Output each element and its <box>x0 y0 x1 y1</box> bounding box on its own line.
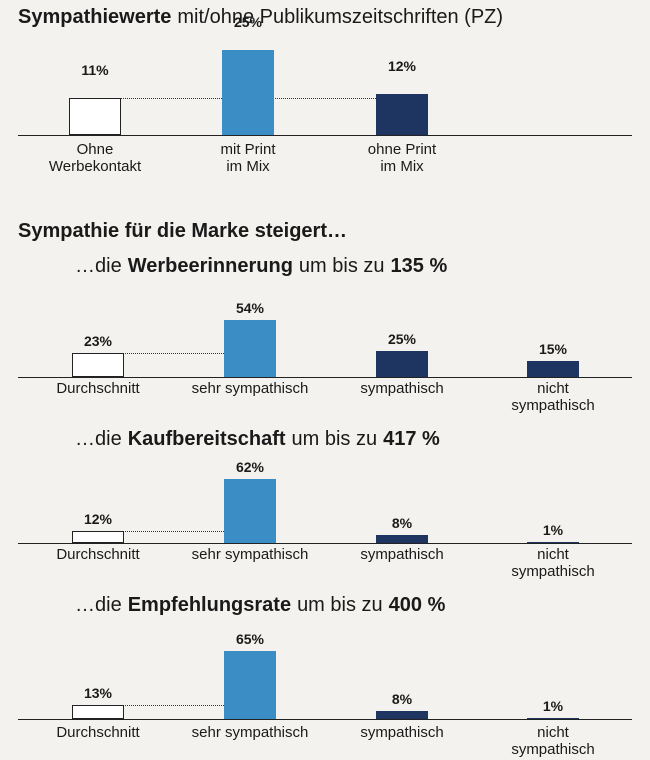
chart-title: …die Kaufbereitschaft um bis zu 417 % <box>75 428 446 451</box>
category-label: sympathisch <box>360 380 444 397</box>
value-label: 1% <box>542 697 564 714</box>
category-label: nicht sympathisch <box>511 724 595 758</box>
category-label: sehr sympathisch <box>191 380 309 397</box>
reference-line <box>98 705 250 707</box>
value-label: 25% <box>233 14 263 30</box>
bar <box>376 350 428 377</box>
category-label: nicht sympathisch <box>511 380 595 414</box>
title-part: mit/ohne Publikumszeitschriften (PZ) <box>177 6 504 28</box>
category-label: mit Print im Mix <box>220 141 276 175</box>
title-part: …die <box>75 428 122 450</box>
value-label: 8% <box>391 690 413 707</box>
value-label: 25% <box>387 330 417 347</box>
title-part: …die <box>75 255 122 277</box>
bar <box>222 50 274 135</box>
title-part: Sympathiewerte <box>18 6 172 28</box>
chart-title: …die Werbeerinnerung um bis zu 135 % <box>75 255 453 278</box>
category-label: nicht sympathisch <box>511 546 595 580</box>
category-label: ohne Print im Mix <box>367 141 437 175</box>
bar <box>69 97 121 135</box>
title-part: 135 % <box>390 255 448 277</box>
axis-line <box>18 543 632 544</box>
value-label: 11% <box>81 61 109 78</box>
bar <box>224 479 276 543</box>
category-label: Durchschnitt <box>56 380 140 397</box>
axis-line <box>18 719 632 720</box>
bar <box>527 541 579 543</box>
value-label: 65% <box>235 631 265 647</box>
value-label: 54% <box>235 300 265 316</box>
category-label: sehr sympathisch <box>191 546 309 563</box>
value-label: 15% <box>538 341 568 358</box>
value-label: 13% <box>83 685 113 702</box>
chart-title: Sympathiewerte mit/ohne Publikumszeitschr… <box>18 6 509 29</box>
value-label: 1% <box>542 521 564 538</box>
bar <box>527 361 579 377</box>
title-part: 400 % <box>388 594 446 616</box>
category-label: sympathisch <box>360 724 444 741</box>
title-part: …die <box>75 594 122 616</box>
bar <box>72 352 124 377</box>
reference-line <box>98 530 250 532</box>
value-label: 12% <box>83 510 113 527</box>
title-part: Werbeerinnerung <box>127 255 293 277</box>
title-part: Empfehlungsrate <box>127 594 292 616</box>
chart-title: …die Empfehlungsrate um bis zu 400 % <box>75 594 451 617</box>
bar <box>224 320 276 377</box>
reference-line <box>98 352 250 354</box>
bar <box>224 651 276 719</box>
bar <box>527 717 579 719</box>
axis-line <box>18 377 632 378</box>
bar <box>376 534 428 543</box>
section-heading: Sympathie für die Marke steigert… <box>18 220 347 242</box>
axis-line <box>18 135 632 136</box>
title-part: um bis zu <box>297 594 383 616</box>
value-label: 62% <box>235 459 265 475</box>
value-label: 12% <box>387 58 417 75</box>
category-label: sympathisch <box>360 546 444 563</box>
value-label: 8% <box>391 514 413 531</box>
bar <box>376 94 428 135</box>
bar <box>376 710 428 719</box>
category-label: Ohne Werbekontakt <box>48 141 142 175</box>
title-part: Kaufbereitschaft <box>127 428 286 450</box>
title-part: um bis zu <box>291 428 378 450</box>
bar <box>72 705 124 719</box>
category-label: Durchschnitt <box>56 724 140 741</box>
value-label: 23% <box>83 332 113 349</box>
bar <box>72 530 124 543</box>
category-label: sehr sympathisch <box>191 724 309 741</box>
title-part: um bis zu <box>298 255 385 277</box>
title-part: 417 % <box>383 428 440 450</box>
category-label: Durchschnitt <box>56 546 140 563</box>
